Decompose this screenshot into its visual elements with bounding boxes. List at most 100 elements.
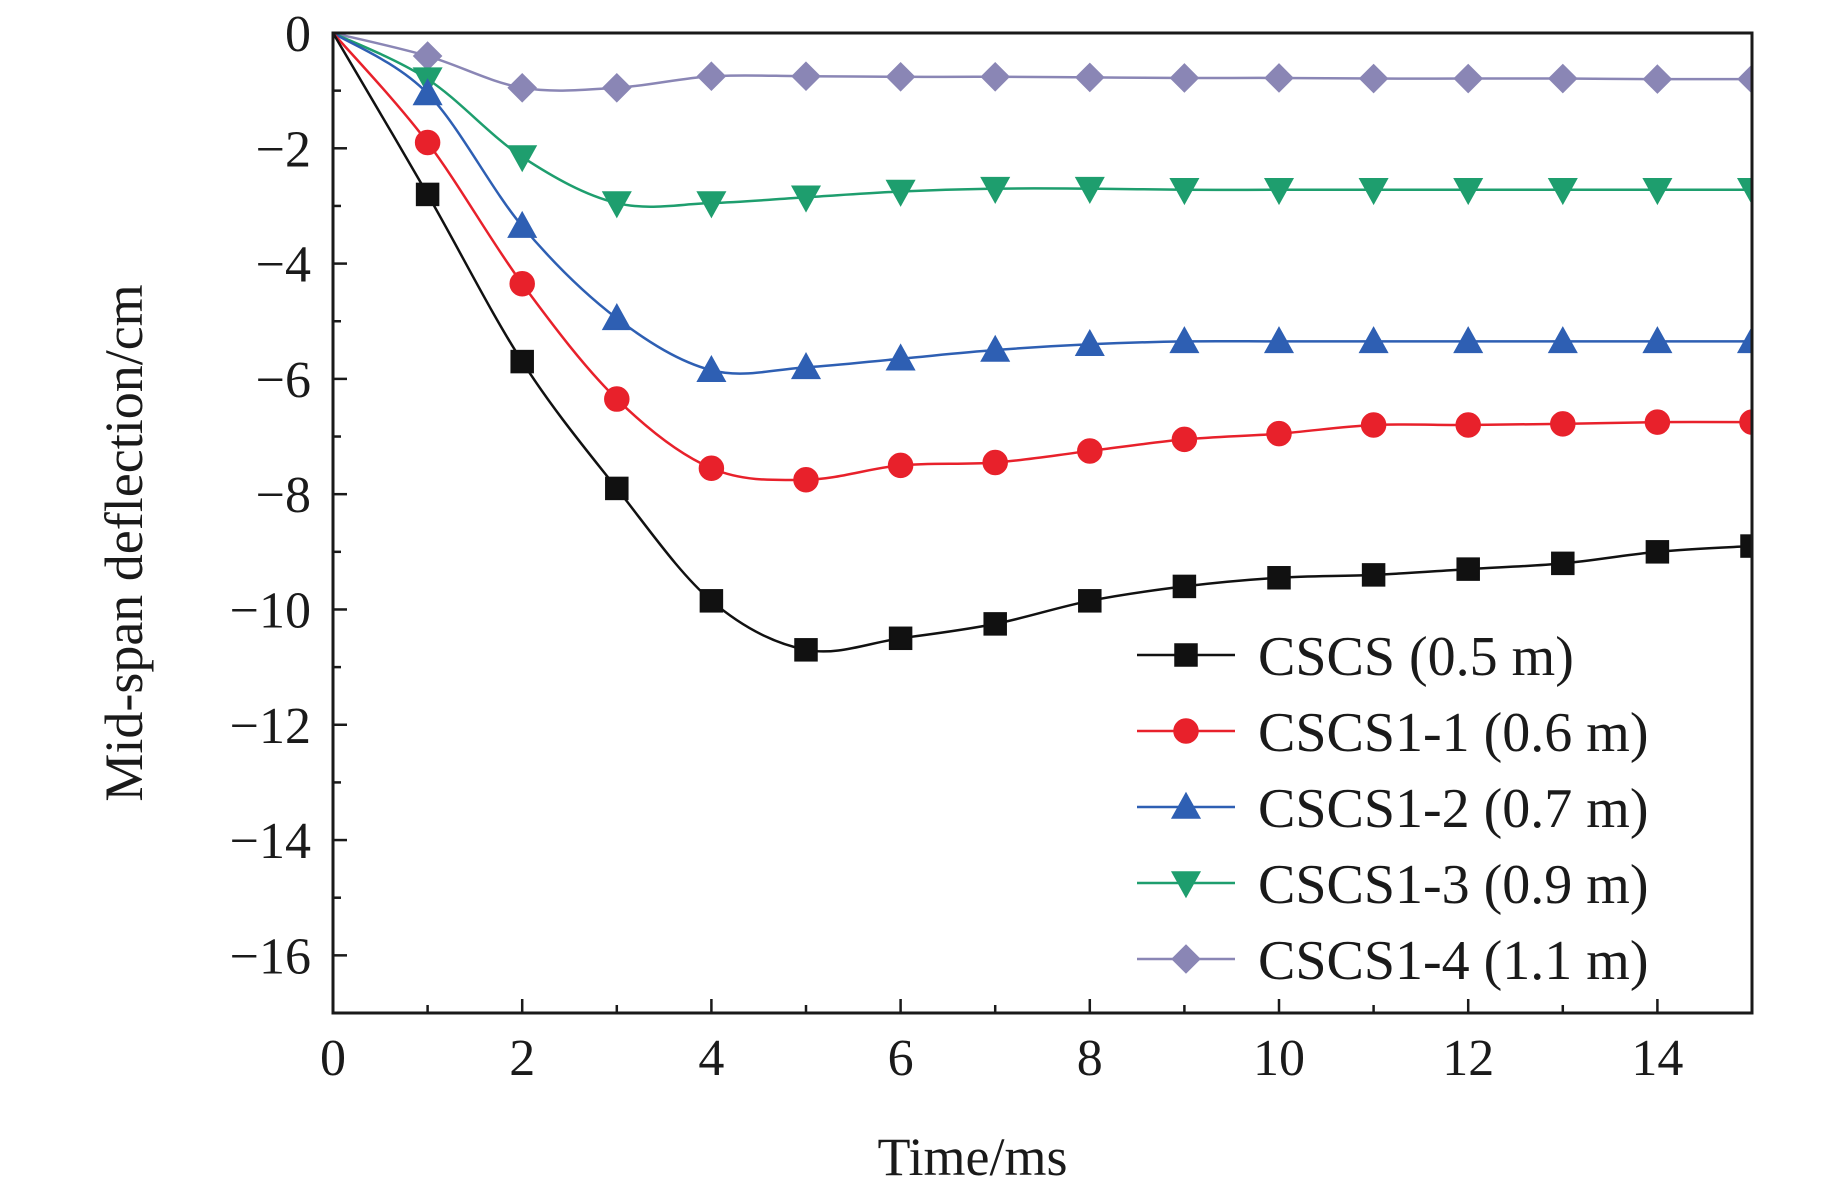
data-point <box>885 62 916 92</box>
x-axis-title: Time/ms <box>877 1127 1067 1187</box>
data-point <box>1077 438 1103 464</box>
data-point <box>1456 557 1480 581</box>
data-point <box>1740 534 1752 558</box>
data-point <box>1547 178 1578 206</box>
data-point <box>1550 411 1576 437</box>
data-point <box>1266 420 1292 447</box>
y-axis-title: Mid-span deflection/cm <box>94 284 154 801</box>
axes-layer: 0 2 4 6 8 10 12 14 0 −2 −4 −6 −8 −10 −12 −14 −16 Time/ms M… <box>94 6 1754 1187</box>
data-point <box>1736 178 1752 206</box>
x-tick-label: 4 <box>698 1030 724 1087</box>
series-layer <box>331 31 1752 662</box>
data-point <box>1736 326 1752 354</box>
data-point <box>1358 63 1389 94</box>
legend-label: CSCS1-2 (0.7 m) <box>1258 778 1649 840</box>
legend-marker <box>1170 791 1202 819</box>
legend-marker <box>1174 643 1198 667</box>
data-point <box>1642 64 1673 94</box>
series-line-3 <box>332 31 1752 375</box>
data-point <box>1551 551 1575 576</box>
data-point <box>1360 412 1387 438</box>
legend-label: CSCS1-3 (0.9 m) <box>1258 854 1649 916</box>
data-point <box>1169 63 1200 93</box>
legend-item-5: CSCS1-4 (1.1 m) <box>1137 930 1649 992</box>
legend-label: CSCS1-4 (1.1 m) <box>1258 930 1649 992</box>
data-point <box>980 62 1011 92</box>
legend-marker <box>1170 871 1202 899</box>
series-line-2 <box>332 32 1752 482</box>
series-1 <box>331 32 1752 662</box>
data-point <box>412 41 443 71</box>
y-tick-label: −8 <box>256 467 311 524</box>
data-point <box>696 191 727 219</box>
y-tick-label: −2 <box>256 121 311 178</box>
x-tick-label: 12 <box>1442 1030 1494 1087</box>
legend-item-4: CSCS1-3 (0.9 m) <box>1137 854 1649 916</box>
data-point <box>1169 178 1200 206</box>
data-point <box>790 352 822 380</box>
data-point <box>1453 63 1484 94</box>
data-point <box>1453 178 1484 206</box>
data-point <box>604 386 630 412</box>
series-3 <box>332 31 1752 382</box>
y-tick-label: −10 <box>230 582 311 639</box>
legend-label: CSCS1-1 (0.6 m) <box>1258 702 1649 764</box>
data-point <box>1171 426 1198 453</box>
series-line-5 <box>332 31 1752 92</box>
data-point <box>1547 326 1578 354</box>
legend: CSCS (0.5 m) CSCS1-1 (0.6 m) CSCS1-2 (0.7 … <box>1137 626 1649 992</box>
legend-item-1: CSCS (0.5 m) <box>1137 626 1574 688</box>
data-point <box>698 455 725 481</box>
data-point <box>1263 178 1295 206</box>
data-point <box>601 191 632 219</box>
data-point <box>887 452 914 479</box>
data-point <box>699 589 724 613</box>
y-tick-label: −16 <box>230 928 311 985</box>
data-point <box>1455 412 1481 438</box>
data-point <box>888 626 913 651</box>
data-point <box>1358 178 1389 206</box>
data-point <box>509 271 535 297</box>
series-2 <box>332 32 1752 493</box>
data-point <box>885 343 916 371</box>
data-point <box>1074 176 1105 204</box>
data-point <box>601 303 632 331</box>
data-point <box>885 179 916 207</box>
data-point <box>791 61 821 92</box>
data-point <box>1169 326 1200 354</box>
legend-marker <box>1171 944 1201 974</box>
data-point <box>414 129 441 156</box>
data-point <box>1547 63 1578 94</box>
data-point <box>980 176 1011 204</box>
data-point <box>1644 409 1671 435</box>
data-point <box>696 354 727 382</box>
legend-marker <box>1173 718 1199 744</box>
data-point <box>605 476 629 501</box>
x-tick-label: 10 <box>1253 1030 1305 1087</box>
x-tick-label: 2 <box>509 1030 535 1087</box>
data-point <box>1074 62 1105 93</box>
legend-item-2: CSCS1-1 (0.6 m) <box>1137 702 1649 764</box>
series-4 <box>332 31 1752 219</box>
data-point <box>1078 589 1102 613</box>
data-point <box>1739 409 1752 435</box>
y-tick-label: −6 <box>256 352 311 409</box>
data-point <box>507 72 538 103</box>
data-point <box>1074 328 1105 357</box>
data-point <box>696 61 727 92</box>
x-tick-label: 14 <box>1631 1030 1683 1087</box>
data-point <box>1642 178 1673 206</box>
data-point <box>507 210 538 238</box>
series-line-4 <box>332 31 1752 208</box>
data-point <box>601 72 632 103</box>
data-point <box>412 78 443 106</box>
data-point <box>510 349 534 374</box>
data-point <box>793 467 819 493</box>
data-point <box>1737 64 1752 94</box>
data-point <box>507 145 538 173</box>
data-point <box>1645 540 1670 564</box>
y-tick-label: −12 <box>230 698 311 755</box>
y-tick-label: −14 <box>230 813 311 870</box>
